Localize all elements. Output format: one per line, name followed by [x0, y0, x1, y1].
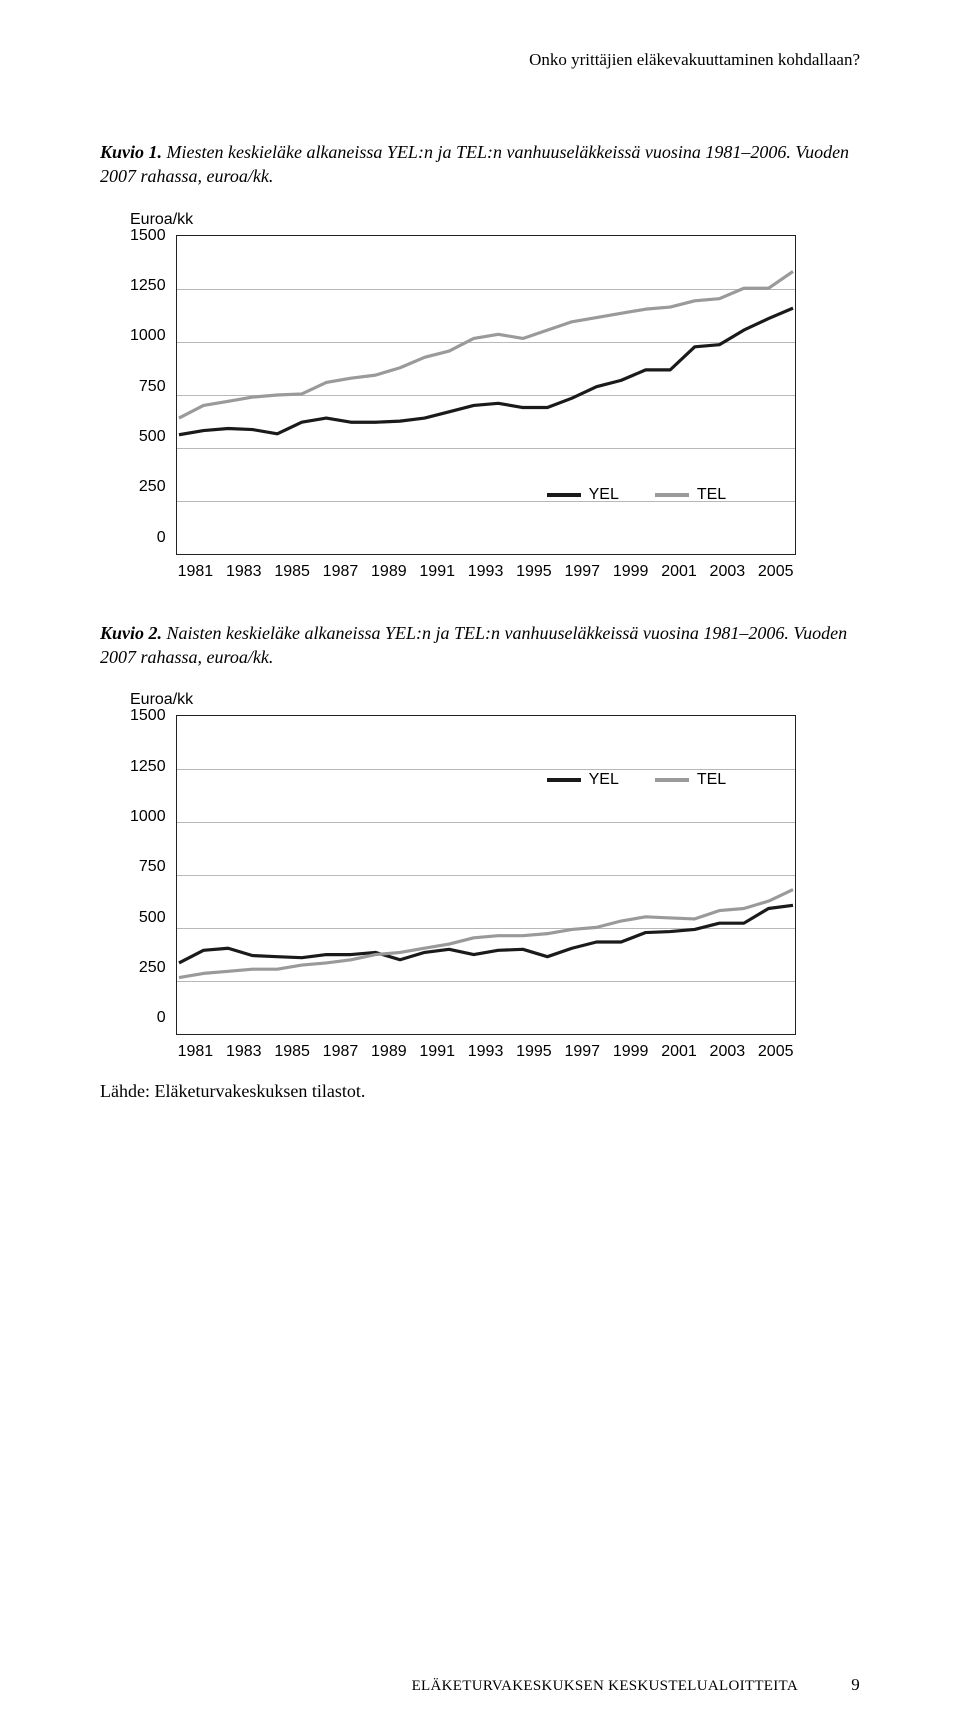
x-tick-label: 1995	[516, 563, 552, 581]
legend-label: YEL	[589, 486, 619, 504]
chart2-plot-area: YEL TEL	[176, 715, 796, 1035]
chart1-plot-area: YEL TEL	[176, 235, 796, 555]
y-tick-label: 1250	[130, 277, 166, 295]
x-tick-label: 1993	[468, 1043, 504, 1061]
figure2-caption: Kuvio 2. Naisten keskieläke alkaneissa Y…	[100, 621, 860, 670]
x-tick-label: 2005	[758, 1043, 794, 1061]
x-tick-label: 2005	[758, 563, 794, 581]
x-tick-label: 1981	[178, 563, 214, 581]
x-tick-label: 1987	[323, 563, 359, 581]
chart2: Euroa/kk 1500 1250 1000 750 500 250 0 YEL TEL 1…	[130, 691, 860, 1061]
y-tick-label: 0	[157, 529, 166, 547]
legend-label: TEL	[697, 771, 726, 789]
legend-swatch	[547, 778, 581, 782]
page-number: 9	[851, 1675, 860, 1695]
legend-item-tel: TEL	[655, 486, 726, 504]
x-tick-label: 1981	[178, 1043, 214, 1061]
legend-label: TEL	[697, 486, 726, 504]
figure1-label: Kuvio 1.	[100, 142, 162, 162]
x-tick-label: 1985	[274, 1043, 310, 1061]
x-tick-label: 2003	[710, 1043, 746, 1061]
y-tick-label: 1500	[130, 227, 166, 245]
running-head: Onko yrittäjien eläkevakuuttaminen kohda…	[100, 50, 860, 70]
x-tick-label: 2001	[661, 563, 697, 581]
footer-text: ELÄKETURVAKESKUKSEN KESKUSTELUALOITTEITA	[412, 1678, 798, 1694]
y-tick-label: 1250	[130, 758, 166, 776]
legend-swatch	[655, 493, 689, 497]
y-tick-label: 250	[139, 478, 166, 496]
chart1: Euroa/kk 1500 1250 1000 750 500 250 0 YEL TEL 1…	[130, 211, 860, 581]
chart1-lines	[177, 236, 795, 554]
figure1-caption: Kuvio 1. Miesten keskieläke alkaneissa Y…	[100, 140, 860, 189]
x-tick-label: 1989	[371, 1043, 407, 1061]
figure1-text: Miesten keskieläke alkaneissa YEL:n ja T…	[100, 142, 849, 186]
series-line-yel	[179, 905, 793, 963]
page: Onko yrittäjien eläkevakuuttaminen kohda…	[0, 0, 960, 1735]
x-tick-label: 1987	[323, 1043, 359, 1061]
chart2-x-tick-labels: 1981 1983 1985 1987 1989 1991 1993 1995 1997 1999…	[176, 1043, 796, 1061]
chart2-legend: YEL TEL	[547, 771, 727, 789]
chart2-y-tick-labels: 1500125010007505002500	[130, 715, 176, 1035]
x-tick-label: 1999	[613, 1043, 649, 1061]
x-tick-label: 1989	[371, 563, 407, 581]
x-tick-label: 1991	[419, 1043, 455, 1061]
chart1-y-tick-labels: 1500125010007505002500	[130, 235, 176, 555]
chart2-y-axis-title: Euroa/kk	[130, 691, 860, 709]
x-tick-label: 1999	[613, 563, 649, 581]
x-tick-label: 1983	[226, 563, 262, 581]
series-line-yel	[179, 308, 793, 435]
source-note: Lähde: Eläketurvakeskuksen tilastot.	[100, 1081, 860, 1102]
y-tick-label: 750	[139, 858, 166, 876]
series-line-tel	[179, 890, 793, 978]
x-tick-label: 1997	[564, 1043, 600, 1061]
y-tick-label: 0	[157, 1009, 166, 1027]
legend-item-yel: YEL	[547, 486, 619, 504]
legend-item-tel: TEL	[655, 771, 726, 789]
x-tick-label: 1983	[226, 1043, 262, 1061]
figure2-label: Kuvio 2.	[100, 623, 162, 643]
chart1-y-axis-title: Euroa/kk	[130, 211, 860, 229]
x-tick-label: 1997	[564, 563, 600, 581]
y-tick-label: 500	[139, 909, 166, 927]
y-tick-label: 1500	[130, 707, 166, 725]
y-tick-label: 250	[139, 959, 166, 977]
x-tick-label: 1985	[274, 563, 310, 581]
legend-item-yel: YEL	[547, 771, 619, 789]
chart2-lines	[177, 716, 795, 1034]
legend-swatch	[655, 778, 689, 782]
legend-swatch	[547, 493, 581, 497]
y-tick-label: 750	[139, 378, 166, 396]
figure2-text: Naisten keskieläke alkaneissa YEL:n ja T…	[100, 623, 847, 667]
y-tick-label: 500	[139, 428, 166, 446]
page-footer: ELÄKETURVAKESKUKSEN KESKUSTELUALOITTEITA…	[412, 1675, 860, 1695]
y-tick-label: 1000	[130, 808, 166, 826]
x-tick-label: 2001	[661, 1043, 697, 1061]
x-tick-label: 2003	[710, 563, 746, 581]
x-tick-label: 1993	[468, 563, 504, 581]
x-tick-label: 1991	[419, 563, 455, 581]
chart1-legend: YEL TEL	[547, 486, 727, 504]
y-tick-label: 1000	[130, 327, 166, 345]
chart1-x-tick-labels: 1981 1983 1985 1987 1989 1991 1993 1995 1997 1999…	[176, 563, 796, 581]
legend-label: YEL	[589, 771, 619, 789]
x-tick-label: 1995	[516, 1043, 552, 1061]
